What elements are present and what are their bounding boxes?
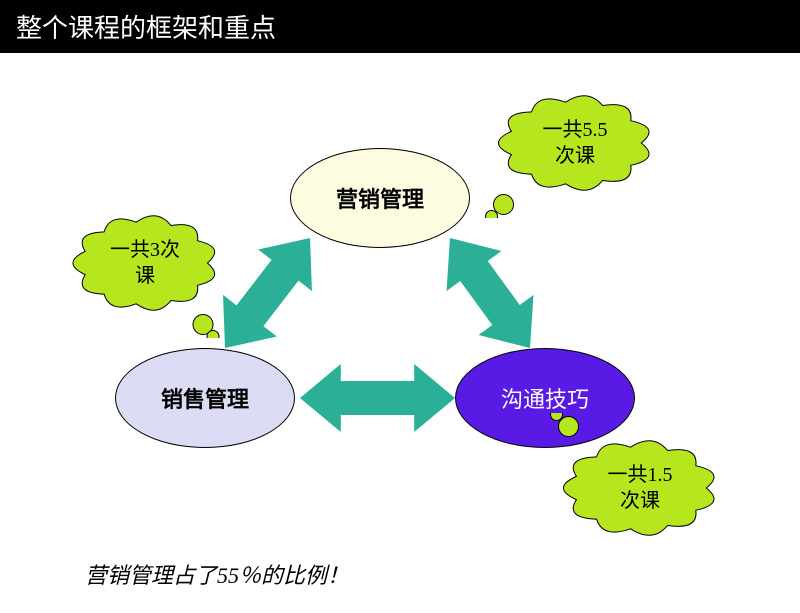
cloud-text: 一共5.5 [543,119,608,141]
footer-note: 营销管理占了55％的比例！ [85,558,349,590]
node-label: 销售管理 [161,382,249,414]
cloud-text: 次课 [620,490,660,512]
cloud-text: 一共1.5 [608,464,673,486]
diagram-canvas: 营销管理 销售管理 沟通技巧 一共5.5 次课 一共3次 课 一共1.5 [0,53,800,613]
cloud-callout-1: 一共5.5 次课 [490,88,660,198]
page-title: 整个课程的框架和重点 [0,0,800,53]
cloud-text: 课 [135,265,155,287]
node-marketing-mgmt: 营销管理 [290,148,470,248]
cloud-callout-2: 一共3次 课 [65,208,225,318]
node-label: 沟通技巧 [501,382,589,414]
node-sales-mgmt: 销售管理 [115,348,295,448]
cloud-callout-3: 一共1.5 次课 [555,433,725,543]
node-label: 营销管理 [336,182,424,214]
cloud-text: 一共3次 [110,239,180,261]
cloud-text: 次课 [555,145,595,167]
